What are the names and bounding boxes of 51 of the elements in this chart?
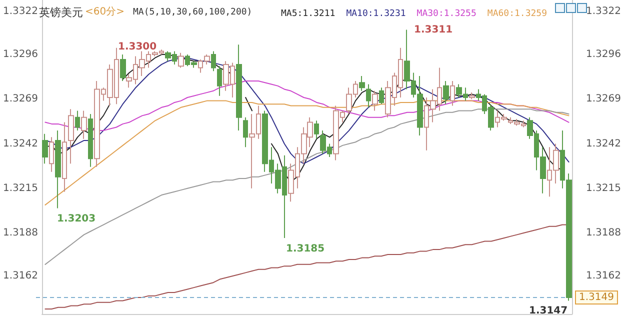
candlestick — [81, 110, 87, 140]
candlestick — [450, 80, 455, 106]
candlestick — [62, 122, 67, 192]
y-tick-label: 1.3242 — [2, 138, 38, 150]
y2-tick-label: 1.3162 — [586, 270, 621, 282]
line-series — [44, 100, 570, 206]
y-tick-label: 1.3188 — [2, 228, 38, 239]
candlestick — [314, 120, 319, 140]
candlestick — [372, 90, 378, 112]
candlestick — [236, 44, 242, 132]
y-tick-label: 1.3269 — [2, 94, 38, 105]
y2-tick-label: 1.3242 — [586, 138, 621, 150]
y2-tick-label: 1.3322 — [586, 6, 621, 18]
ref-line-label: 1.3149 — [579, 292, 614, 303]
text: MA10:1.3231 — [346, 9, 406, 19]
annotation: 1.3311 — [414, 24, 453, 36]
annotation: 1.3147 — [529, 306, 568, 316]
candlestick — [211, 50, 216, 72]
y-tick-label: 1.3296 — [2, 49, 38, 60]
candlestick — [120, 54, 126, 82]
line-series — [44, 108, 570, 265]
y-tick-label: 1.3215 — [2, 182, 38, 194]
candlestick — [379, 87, 384, 105]
candlestick — [217, 66, 222, 96]
y2-tick-label: 1.3188 — [586, 228, 621, 239]
candlestick — [75, 110, 80, 132]
text: MA60:1.3259 — [487, 9, 548, 19]
text: 英镑美元 — [39, 6, 83, 19]
candlestick — [88, 114, 93, 168]
annotation: 1.3185 — [286, 244, 325, 254]
candlestick — [42, 133, 48, 164]
candlestick — [68, 108, 74, 164]
y2-tick-label: 1.3296 — [586, 49, 621, 60]
y-tick-label: 1.3322 — [2, 6, 38, 18]
annotation: 1.3203 — [57, 214, 96, 224]
candlestick — [49, 136, 54, 172]
y2-tick-label: 1.3269 — [586, 94, 621, 105]
candlestick — [243, 116, 248, 148]
y-tick-label: 1.3162 — [2, 270, 38, 282]
candlestick — [366, 84, 371, 108]
text: MA30:1.3255 — [416, 9, 476, 19]
text: <60分> — [85, 6, 124, 18]
y2-tick-label: 1.3215 — [586, 182, 621, 194]
candlestick — [443, 80, 449, 105]
candlestick — [55, 130, 61, 209]
annotation: MA(5,10,30,60,100,200) — [133, 8, 252, 18]
candlestick — [178, 52, 184, 68]
annotation: 1.3300 — [118, 42, 157, 52]
candlestick — [359, 76, 365, 92]
candlestick — [469, 92, 475, 100]
text: MA5:1.3211 — [281, 9, 336, 19]
